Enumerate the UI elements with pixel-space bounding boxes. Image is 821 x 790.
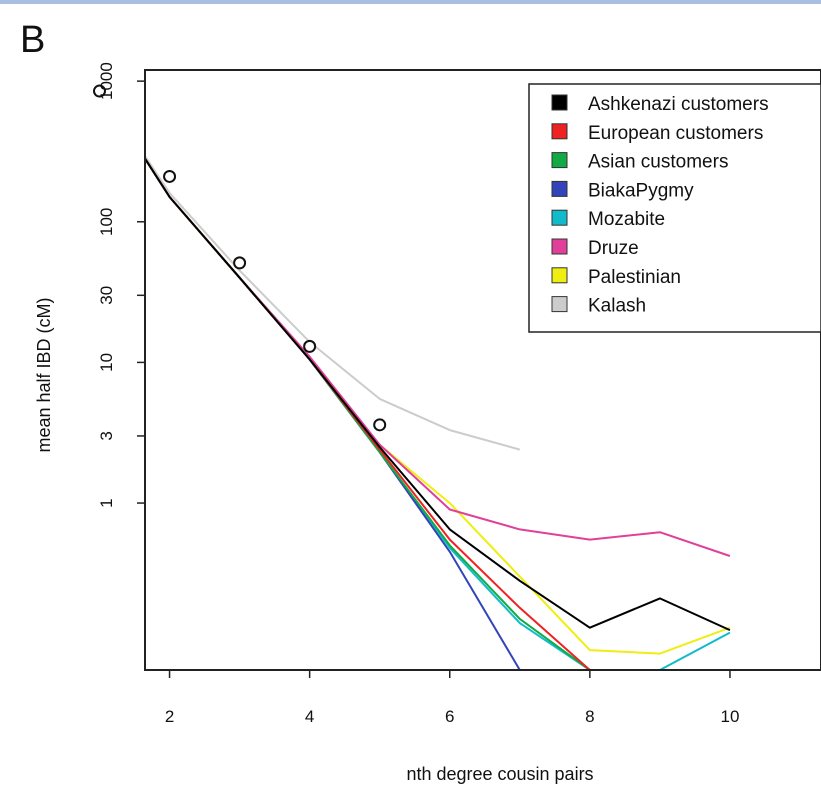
series-layer (145, 154, 731, 670)
expected-points-layer (93, 84, 387, 432)
expected-point (93, 84, 106, 98)
x-tick-label: 8 (585, 707, 594, 726)
legend-label: Kalash (588, 296, 646, 317)
legend-swatch (551, 123, 568, 140)
y-tick-label: 100 (97, 208, 116, 236)
legend-swatch (551, 180, 568, 197)
expected-point (303, 339, 317, 353)
y-tick-label: 1 (97, 498, 116, 507)
legend-swatch (551, 209, 568, 226)
x-tick-label: 10 (720, 707, 739, 726)
legend-swatch (551, 152, 568, 169)
plot-frame (144, 69, 821, 671)
legend-label: Asian customers (588, 152, 728, 173)
y-axis: 1000 100 30 10 3 1 (97, 62, 145, 508)
series-line-0 (145, 156, 731, 632)
legend-swatch (551, 238, 568, 255)
legend-label: Mozabite (588, 209, 665, 230)
expected-point (233, 256, 247, 270)
legend-label: Druze (588, 238, 639, 259)
x-tick-label: 4 (305, 707, 314, 726)
y-tick-label: 1000 (97, 62, 116, 100)
legend-label: BiakaPygmy (588, 180, 694, 201)
panel-label: B (20, 19, 45, 61)
x-axis: 2 4 6 8 10 (165, 670, 739, 726)
legend-label: Palestinian (588, 267, 681, 288)
legend-label: Ashkenazi customers (588, 94, 769, 115)
legend-swatch (551, 94, 568, 111)
legend-label: European customers (588, 123, 763, 144)
y-tick-label: 30 (97, 286, 116, 305)
x-tick-label: 6 (445, 707, 454, 726)
top-border (0, 0, 821, 4)
legend-box (528, 83, 821, 333)
legend: Ashkenazi customers European customers Asi… (528, 83, 821, 333)
expected-point (373, 418, 387, 432)
y-axis-title: mean half IBD (cM) (34, 297, 54, 452)
x-axis-title: nth degree cousin pairs (406, 764, 593, 784)
y-tick-label: 3 (97, 431, 116, 440)
series-line-7 (145, 154, 521, 451)
legend-swatch (551, 296, 568, 313)
expected-point (163, 169, 177, 183)
x-tick-label: 2 (165, 707, 174, 726)
y-tick-label: 10 (97, 353, 116, 372)
legend-swatch (551, 267, 568, 284)
